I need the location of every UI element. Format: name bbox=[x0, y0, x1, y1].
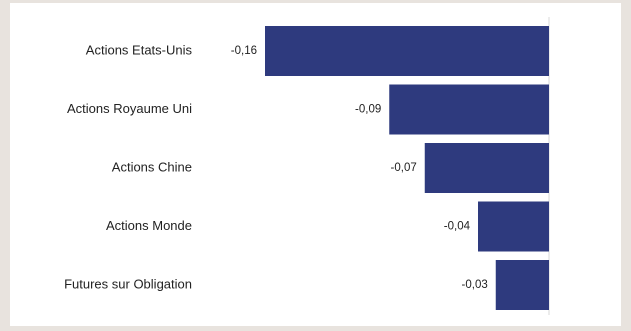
category-label-2: Actions Royaume Uni bbox=[67, 101, 192, 116]
chart-panel: Actions Etats-Unis -0,16 Actions Royaume U… bbox=[10, 3, 621, 326]
category-label-5: Futures sur Obligation bbox=[64, 276, 192, 291]
category-label-3: Actions Chine bbox=[112, 159, 192, 174]
bar-chart: Actions Etats-Unis -0,16 Actions Royaume U… bbox=[64, 17, 550, 315]
category-label-4: Actions Monde bbox=[106, 218, 192, 233]
bar-4 bbox=[478, 201, 549, 252]
bar-3 bbox=[424, 143, 549, 193]
value-label-2: -0,09 bbox=[355, 104, 381, 116]
value-label-5: -0,03 bbox=[462, 279, 488, 291]
value-label-1: -0,16 bbox=[231, 45, 257, 57]
category-label-1: Actions Etats-Unis bbox=[86, 42, 193, 57]
bar-5 bbox=[495, 260, 549, 310]
value-label-3: -0,07 bbox=[391, 162, 417, 174]
bar-1 bbox=[265, 26, 549, 76]
value-label-4: -0,04 bbox=[444, 221, 471, 233]
bar-2 bbox=[389, 84, 549, 135]
